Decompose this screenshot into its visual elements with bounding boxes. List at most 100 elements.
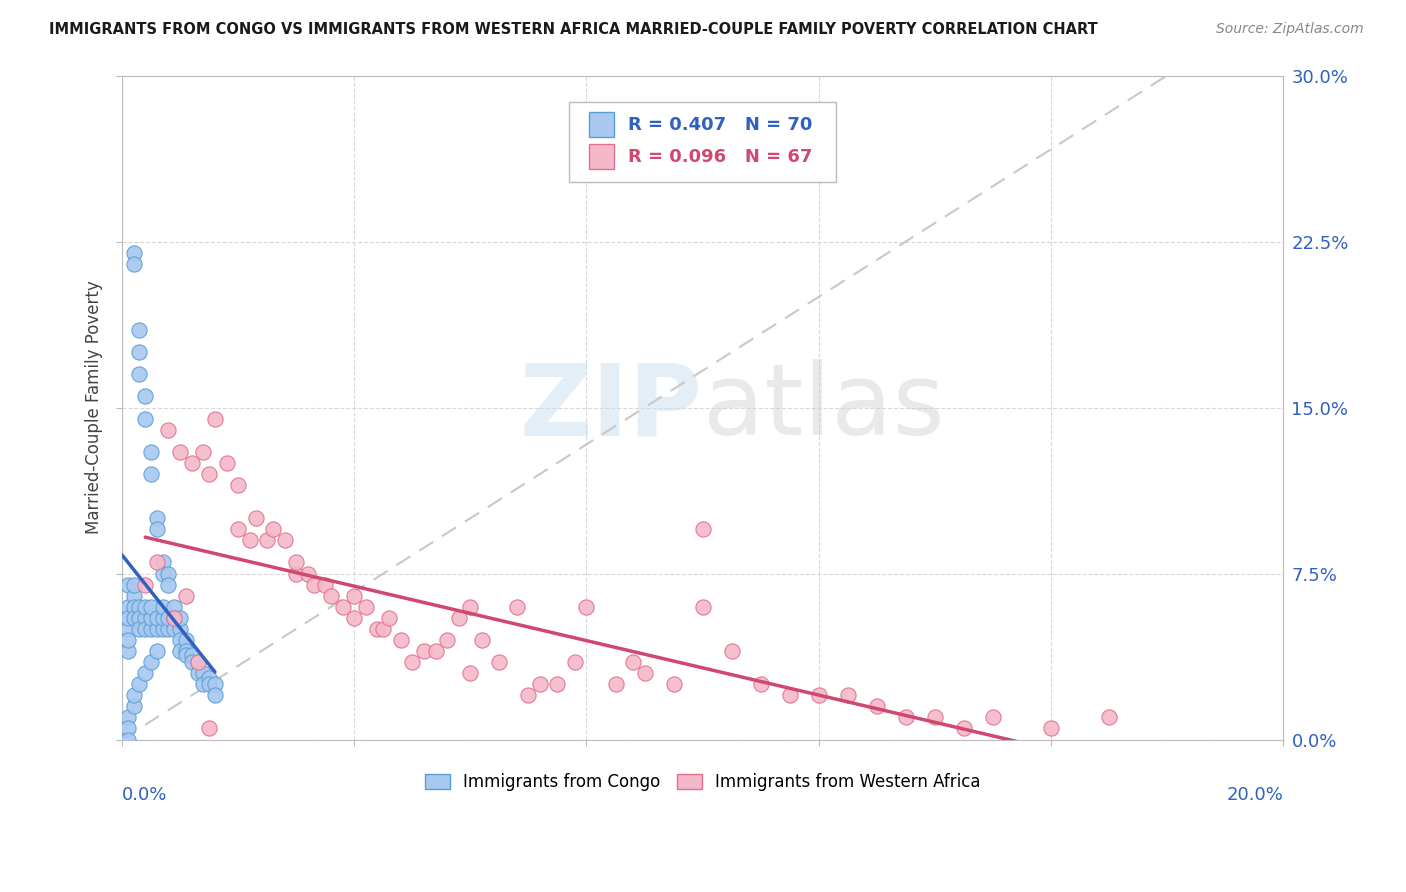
Point bbox=[134, 666, 156, 681]
Point bbox=[146, 511, 169, 525]
Text: R = 0.096   N = 67: R = 0.096 N = 67 bbox=[628, 147, 813, 166]
Point bbox=[425, 644, 447, 658]
Point bbox=[134, 389, 156, 403]
Text: atlas: atlas bbox=[703, 359, 945, 456]
Point bbox=[378, 611, 401, 625]
Point bbox=[413, 644, 436, 658]
Text: ZIP: ZIP bbox=[520, 359, 703, 456]
Point bbox=[256, 533, 278, 548]
Point bbox=[180, 456, 202, 470]
Point bbox=[605, 677, 627, 691]
Point bbox=[122, 699, 145, 714]
Point bbox=[204, 411, 226, 425]
Point bbox=[285, 556, 308, 570]
Point bbox=[262, 522, 284, 536]
Point bbox=[174, 648, 197, 663]
Point bbox=[169, 445, 191, 459]
Point bbox=[692, 522, 714, 536]
Point bbox=[128, 622, 150, 636]
Point bbox=[134, 622, 156, 636]
Point bbox=[152, 611, 174, 625]
Point bbox=[204, 677, 226, 691]
Point bbox=[163, 611, 186, 625]
Point bbox=[169, 632, 191, 647]
Point bbox=[128, 599, 150, 614]
Point bbox=[174, 589, 197, 603]
FancyBboxPatch shape bbox=[569, 102, 837, 182]
Point bbox=[134, 577, 156, 591]
Text: Source: ZipAtlas.com: Source: ZipAtlas.com bbox=[1216, 22, 1364, 37]
Point bbox=[122, 688, 145, 702]
Point bbox=[117, 710, 139, 724]
Point bbox=[488, 655, 510, 669]
Point bbox=[122, 611, 145, 625]
Point bbox=[157, 566, 180, 581]
Point bbox=[215, 456, 238, 470]
Point bbox=[157, 423, 180, 437]
Point bbox=[169, 611, 191, 625]
FancyBboxPatch shape bbox=[589, 112, 614, 137]
Point bbox=[117, 599, 139, 614]
Point bbox=[198, 677, 221, 691]
Point bbox=[837, 688, 859, 702]
Point bbox=[924, 710, 946, 724]
Point bbox=[157, 577, 180, 591]
Point bbox=[157, 611, 180, 625]
Point bbox=[245, 511, 267, 525]
Legend: Immigrants from Congo, Immigrants from Western Africa: Immigrants from Congo, Immigrants from W… bbox=[418, 766, 987, 797]
Point bbox=[139, 622, 162, 636]
Point bbox=[117, 622, 139, 636]
Point bbox=[146, 611, 169, 625]
Point bbox=[174, 632, 197, 647]
Point bbox=[186, 655, 208, 669]
Point bbox=[152, 622, 174, 636]
Point bbox=[139, 467, 162, 481]
Point bbox=[546, 677, 568, 691]
Point bbox=[273, 533, 295, 548]
FancyBboxPatch shape bbox=[589, 144, 614, 169]
Point bbox=[204, 688, 226, 702]
Point bbox=[117, 722, 139, 736]
Y-axis label: Married-Couple Family Poverty: Married-Couple Family Poverty bbox=[86, 281, 103, 534]
Point bbox=[332, 599, 354, 614]
Point bbox=[662, 677, 685, 691]
Point bbox=[134, 599, 156, 614]
Point bbox=[117, 611, 139, 625]
Point bbox=[117, 632, 139, 647]
Point bbox=[193, 677, 215, 691]
Point bbox=[389, 632, 412, 647]
Point bbox=[460, 666, 482, 681]
Point bbox=[139, 599, 162, 614]
Point bbox=[128, 345, 150, 359]
Point bbox=[117, 644, 139, 658]
Point bbox=[122, 577, 145, 591]
Point bbox=[186, 655, 208, 669]
Point bbox=[575, 599, 598, 614]
Point bbox=[122, 599, 145, 614]
Point bbox=[122, 257, 145, 271]
Point bbox=[152, 566, 174, 581]
Point bbox=[146, 644, 169, 658]
Point bbox=[302, 577, 325, 591]
Point bbox=[146, 622, 169, 636]
Point bbox=[226, 478, 249, 492]
Point bbox=[314, 577, 336, 591]
Point bbox=[749, 677, 772, 691]
Point bbox=[319, 589, 342, 603]
Point bbox=[226, 522, 249, 536]
Point bbox=[198, 722, 221, 736]
Point bbox=[471, 632, 494, 647]
Point bbox=[1039, 722, 1062, 736]
Point bbox=[117, 577, 139, 591]
Point bbox=[146, 556, 169, 570]
Point bbox=[163, 622, 186, 636]
Text: 0.0%: 0.0% bbox=[122, 786, 167, 804]
Point bbox=[180, 655, 202, 669]
Point bbox=[807, 688, 830, 702]
Point bbox=[128, 677, 150, 691]
Point bbox=[128, 611, 150, 625]
Point bbox=[436, 632, 458, 647]
Point bbox=[633, 666, 655, 681]
Point bbox=[134, 611, 156, 625]
Point bbox=[152, 556, 174, 570]
